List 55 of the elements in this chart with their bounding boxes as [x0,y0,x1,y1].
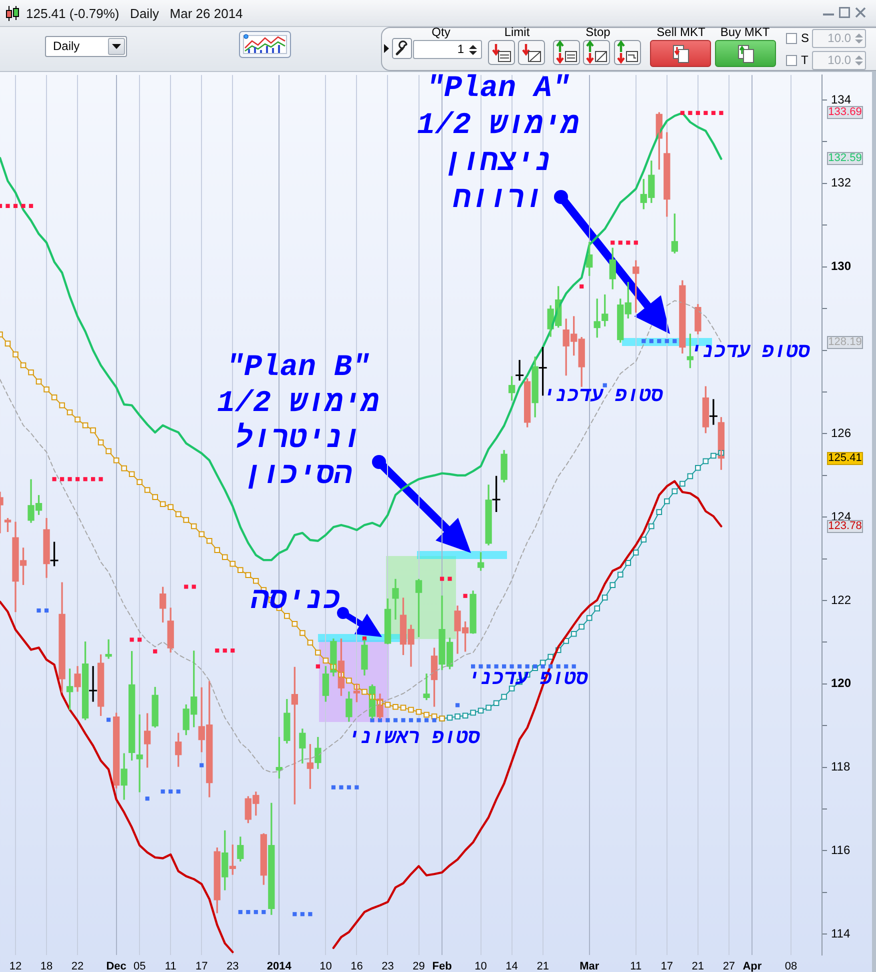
annotation: 123.78 [827,520,863,533]
text: S [801,31,810,45]
annotation: "Plan B" מימוש 1/2 וניטרול הסיכון [217,350,380,494]
text: Sell MKT [656,25,706,39]
annotation: סטופ ראשוני [348,727,480,750]
x-tick-label: 17 [660,960,674,972]
x-tick-label: 2014 [266,960,292,972]
number-field: 10.0 [812,29,866,48]
x-tick-label: Feb [432,960,452,972]
x-tick-label: 17 [196,960,208,972]
x-tick-label: 21 [692,960,704,972]
x-tick-label: Mar [580,960,600,972]
y-tick-label: 116 [831,843,850,858]
text: T [801,53,808,67]
annotation: 128.19 [827,336,863,349]
annotation: סטופ עדכני [543,385,664,408]
y-tick-label: 130 [831,259,852,274]
chart-title: 125.41 (-0.79%) Daily Mar 26 2014 [26,6,243,21]
y-tick-label: 122 [831,592,852,607]
y-tick-label: 120 [831,676,852,690]
x-tick-label: 16 [350,960,363,972]
text: Stop [586,25,610,39]
x-tick-label: 18 [40,960,53,972]
x-tick-label: 29 [412,960,425,972]
y-tick-label: 132 [831,176,852,190]
annotation: סטופ עדכני [690,341,810,364]
x-tick-label: 10 [320,960,332,972]
x-tick-label: 22 [71,960,84,972]
x-tick-label: 14 [506,960,518,972]
x-tick-label: 23 [226,960,239,972]
annotation: "Plan A" מימוש 1/2 ניצחון ורווח [417,71,580,219]
x-tick-label: 08 [784,960,798,972]
annotation: 133.69 [827,106,863,119]
x-tick-label: 12 [9,960,22,972]
x-tick-label: Apr [742,960,762,972]
y-tick-label: 134 [831,92,852,106]
annotation: 132.59 [827,152,863,165]
x-tick-label: 11 [630,960,642,972]
x-tick-label: 10 [474,960,487,972]
x-tick-label: 05 [133,960,146,972]
number-field: 10.0 [812,51,866,70]
x-tick-label: 23 [382,960,394,972]
number-field: 1 [413,40,482,59]
y-tick-label: 118 [831,760,850,774]
y-tick-label: 114 [831,926,850,940]
text: Limit [504,25,530,39]
x-tick-label: Dec [106,960,126,972]
x-tick-label: 11 [164,960,176,972]
y-tick-label: 126 [831,426,852,440]
annotation: 125.41 [827,452,863,465]
x-tick-label: 27 [722,960,736,972]
dropdown: Daily [45,36,127,57]
text: Buy MKT [720,25,770,39]
text: Qty [432,25,450,39]
x-tick-label: 21 [536,960,549,972]
